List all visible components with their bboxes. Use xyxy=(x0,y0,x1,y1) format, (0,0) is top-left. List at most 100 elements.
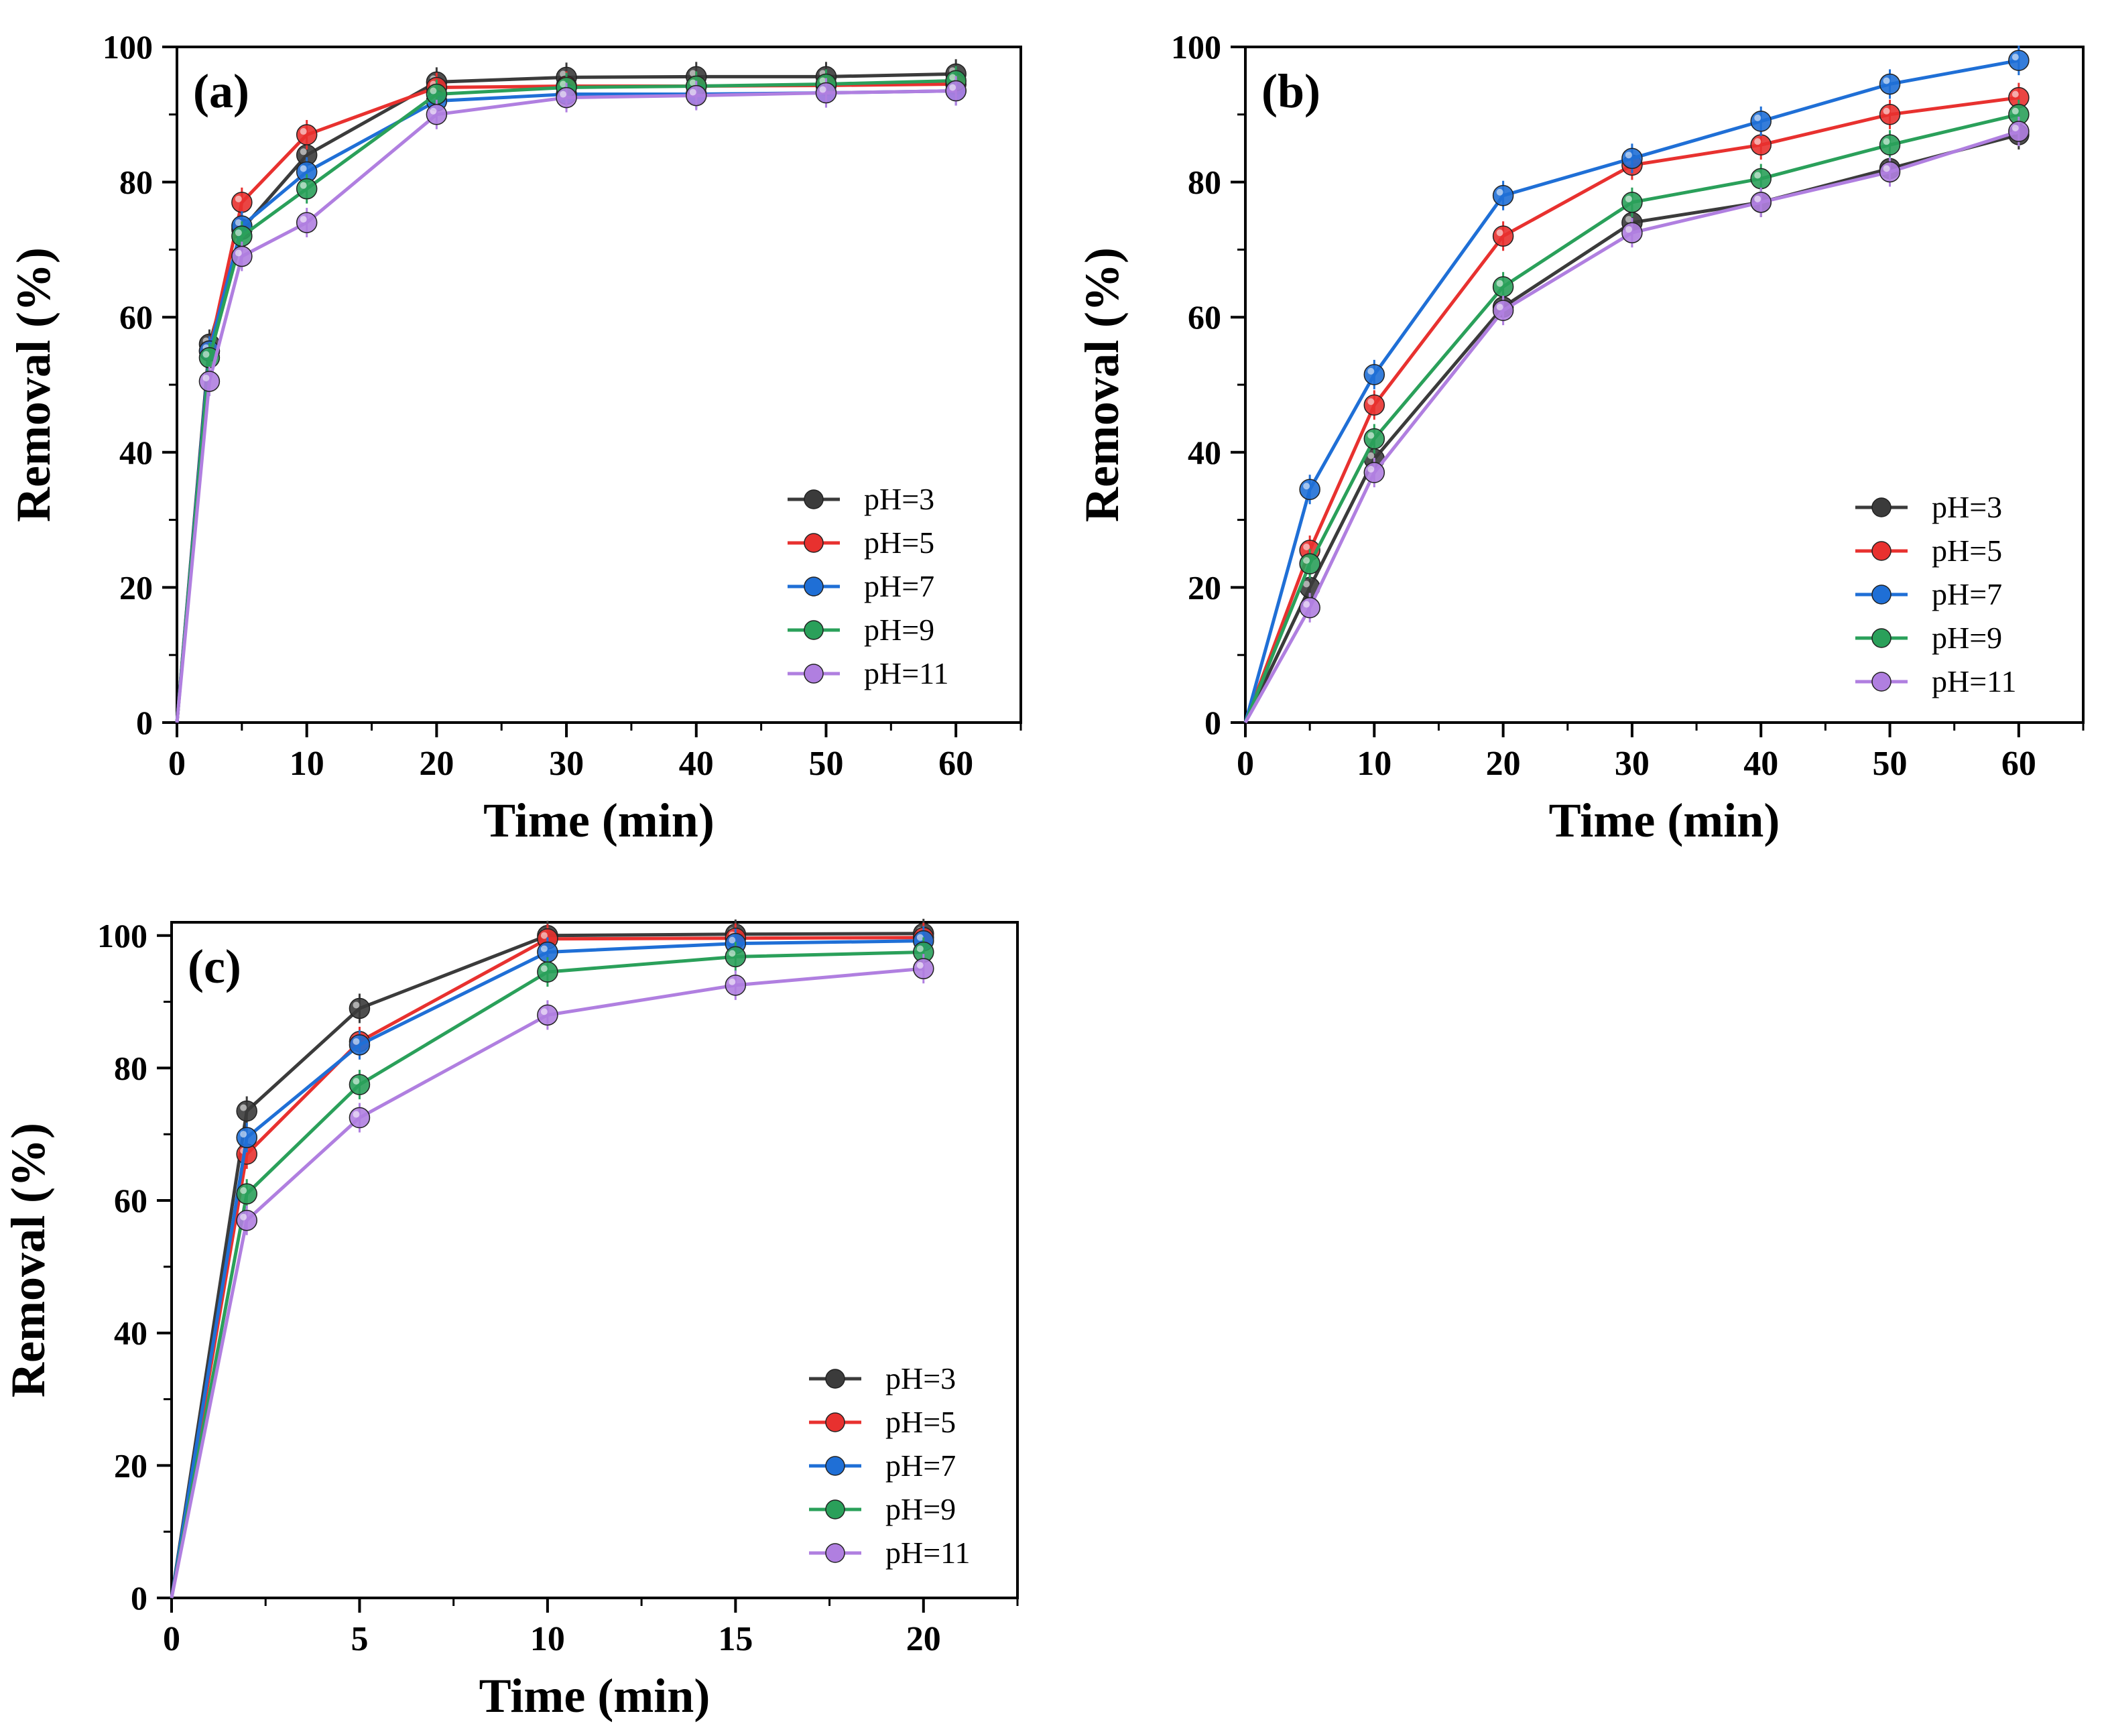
data-point xyxy=(1492,225,1514,247)
data-point xyxy=(537,961,558,983)
data-point xyxy=(1299,553,1320,574)
series-line xyxy=(1243,113,2020,723)
data-point xyxy=(236,1183,257,1204)
series-line xyxy=(175,89,956,723)
data-point xyxy=(1363,364,1385,385)
data-point xyxy=(725,946,747,968)
y-tick-label: 60 xyxy=(119,298,153,336)
data-point-highlight xyxy=(2011,90,2019,98)
series-ph-9 xyxy=(175,66,967,723)
data-point-highlight xyxy=(560,80,567,88)
series-line xyxy=(170,939,924,1599)
data-point-highlight xyxy=(949,74,956,81)
data-point xyxy=(1621,222,1643,243)
y-tick-label: 0 xyxy=(136,704,153,741)
data-point xyxy=(1750,168,1772,190)
series-line xyxy=(175,72,956,723)
data-point-highlight xyxy=(353,1078,360,1085)
chart-panel-a: 0 10 20 30 40 50 60 0 20 40 60 80 100 Time (min) Remov… xyxy=(7,28,1022,847)
legend-marker xyxy=(825,1499,845,1520)
series-ph-5 xyxy=(1243,82,2030,723)
series-ph-9 xyxy=(1243,99,2030,723)
legend-marker xyxy=(804,576,824,597)
legend-label: pH=7 xyxy=(1932,577,2002,611)
data-point-highlight xyxy=(1754,114,1761,121)
legend-label: pH=3 xyxy=(1932,490,2002,524)
data-point xyxy=(349,1074,371,1095)
legend-label: pH=9 xyxy=(864,613,934,647)
data-point xyxy=(1299,597,1320,619)
data-point xyxy=(349,1107,371,1129)
data-point-highlight xyxy=(916,962,924,969)
y-tick-label: 80 xyxy=(1188,164,1221,201)
y-tick-label: 20 xyxy=(119,568,153,606)
legend-marker xyxy=(825,1369,845,1389)
data-point xyxy=(296,178,318,200)
series-ph-11 xyxy=(170,954,934,1599)
data-point-highlight xyxy=(240,1187,247,1194)
legend-marker xyxy=(804,620,824,640)
x-tick-label: 50 xyxy=(808,745,843,783)
legend-label: pH=5 xyxy=(864,525,934,560)
panel-label: (c) xyxy=(188,940,241,993)
data-point xyxy=(537,1004,558,1026)
data-point xyxy=(1879,161,1901,183)
x-axis-title: Time (min) xyxy=(479,1669,710,1723)
x-axis-title: Time (min) xyxy=(1549,794,1780,847)
data-point-highlight xyxy=(689,79,696,86)
data-point xyxy=(1879,104,1901,125)
data-point xyxy=(236,1100,257,1122)
legend: pH=3 pH=5 pH=7 pH=9 pH=11 xyxy=(788,482,948,690)
data-point-highlight xyxy=(430,107,437,115)
series-line xyxy=(170,950,924,1599)
data-point-highlight xyxy=(235,229,242,237)
panel-label: (b) xyxy=(1261,64,1320,118)
x-tick-label: 10 xyxy=(530,1620,565,1658)
y-tick-label: 40 xyxy=(114,1314,147,1352)
y-tick-label: 0 xyxy=(131,1579,147,1617)
data-point-highlight xyxy=(1367,432,1375,439)
legend-marker xyxy=(825,1412,845,1432)
x-tick-label: 30 xyxy=(549,745,584,783)
data-point xyxy=(349,997,371,1019)
legend-label: pH=3 xyxy=(864,482,934,516)
data-point xyxy=(296,212,318,233)
data-point-highlight xyxy=(2011,125,2019,131)
data-point-highlight xyxy=(1754,172,1761,179)
legend-label: pH=9 xyxy=(885,1492,956,1526)
x-tick-label: 50 xyxy=(1873,745,1908,783)
y-tick-label: 60 xyxy=(114,1182,147,1219)
y-tick-label: 0 xyxy=(1204,704,1221,741)
series-ph-11 xyxy=(1243,117,2030,724)
data-point-highlight xyxy=(1883,138,1890,145)
legend-marker xyxy=(1871,672,1892,692)
data-point-highlight xyxy=(235,219,242,227)
data-point-highlight xyxy=(916,945,924,952)
data-point-highlight xyxy=(729,950,736,957)
data-point xyxy=(1492,185,1514,206)
data-point-highlight xyxy=(1496,280,1503,287)
data-point-highlight xyxy=(1367,452,1375,459)
legend-marker xyxy=(825,1456,845,1476)
series-ph-7 xyxy=(170,926,934,1599)
y-axis-title: Removal (%) xyxy=(7,247,60,522)
y-tick-label: 40 xyxy=(119,434,153,471)
legend-marker xyxy=(1871,497,1892,517)
data-point xyxy=(1299,479,1320,500)
data-point-highlight xyxy=(560,70,567,78)
series-ph-3 xyxy=(175,59,967,723)
data-point xyxy=(2008,50,2030,71)
x-tick-label: 15 xyxy=(718,1620,753,1658)
x-tick-label: 20 xyxy=(906,1620,941,1658)
legend-marker xyxy=(1871,628,1892,648)
legend-label: pH=11 xyxy=(864,656,948,690)
data-point-highlight xyxy=(1625,151,1632,159)
data-point-highlight xyxy=(300,128,307,135)
data-point-highlight xyxy=(300,182,307,189)
data-point xyxy=(2008,121,2030,142)
data-point xyxy=(725,975,747,996)
data-point-highlight xyxy=(1496,304,1503,311)
data-point-highlight xyxy=(1754,195,1761,202)
data-point-highlight xyxy=(949,84,956,91)
data-point xyxy=(231,245,253,267)
